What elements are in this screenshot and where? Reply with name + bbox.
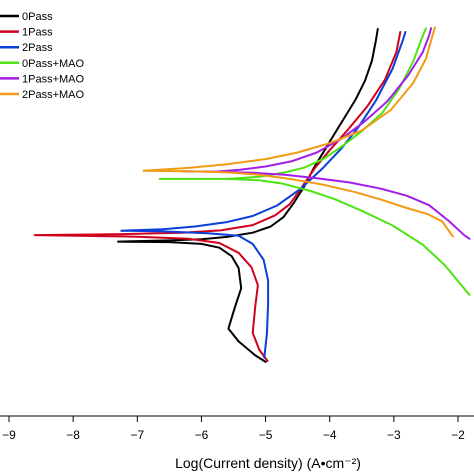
series-line-1pass-mao-anodic	[213, 27, 433, 173]
x-tick-label: −2	[451, 428, 465, 442]
series-line-2pass-mao-anodic	[142, 26, 436, 172]
x-tick-label: −9	[2, 428, 16, 442]
series-line-1pass	[33, 31, 402, 362]
series-line-1pass-mao	[181, 170, 471, 240]
x-tick-label: −6	[195, 428, 209, 442]
series-line-2pass	[120, 31, 407, 359]
legend-label: 1Pass	[22, 27, 53, 39]
x-tick-label: −7	[130, 428, 144, 442]
x-axis-title: Log(Current density) (A•cm⁻²)	[175, 455, 361, 471]
x-tick-label: −5	[259, 428, 273, 442]
legend-label: 0Pass+MAO	[22, 58, 84, 70]
legend-label: 2Pass	[22, 42, 53, 54]
x-tick-layer: −9 −8 −7 −6 −5 −4 −3 −2	[2, 416, 465, 442]
x-tick-label: −8	[66, 428, 80, 442]
series-line-0pass	[117, 28, 379, 363]
legend: 0Pass 1Pass 2Pass 0Pass+MAO 1Pass+MAO 2Pass+M…	[0, 11, 84, 101]
x-tick-label: −4	[323, 428, 337, 442]
series-line-0pass-mao	[158, 177, 471, 296]
legend-label: 2Pass+MAO	[22, 89, 84, 101]
series-line-0pass-mao-anodic	[226, 27, 427, 180]
x-tick-label: −3	[387, 428, 401, 442]
legend-label: 0Pass	[22, 11, 53, 23]
series-line-2pass-mao	[142, 169, 454, 238]
legend-label: 1Pass+MAO	[22, 73, 84, 85]
series-layer	[33, 26, 471, 363]
